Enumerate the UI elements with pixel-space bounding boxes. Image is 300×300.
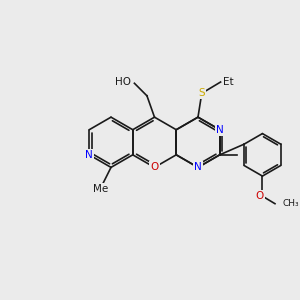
- Text: Et: Et: [224, 77, 234, 87]
- Text: Me: Me: [93, 184, 109, 194]
- Text: O: O: [150, 162, 159, 172]
- Text: S: S: [198, 88, 205, 98]
- Text: HO: HO: [115, 77, 130, 87]
- Text: O: O: [255, 191, 264, 201]
- Text: N: N: [216, 125, 224, 135]
- Text: N: N: [85, 150, 93, 160]
- Text: CH₃: CH₃: [283, 199, 299, 208]
- Text: N: N: [194, 162, 202, 172]
